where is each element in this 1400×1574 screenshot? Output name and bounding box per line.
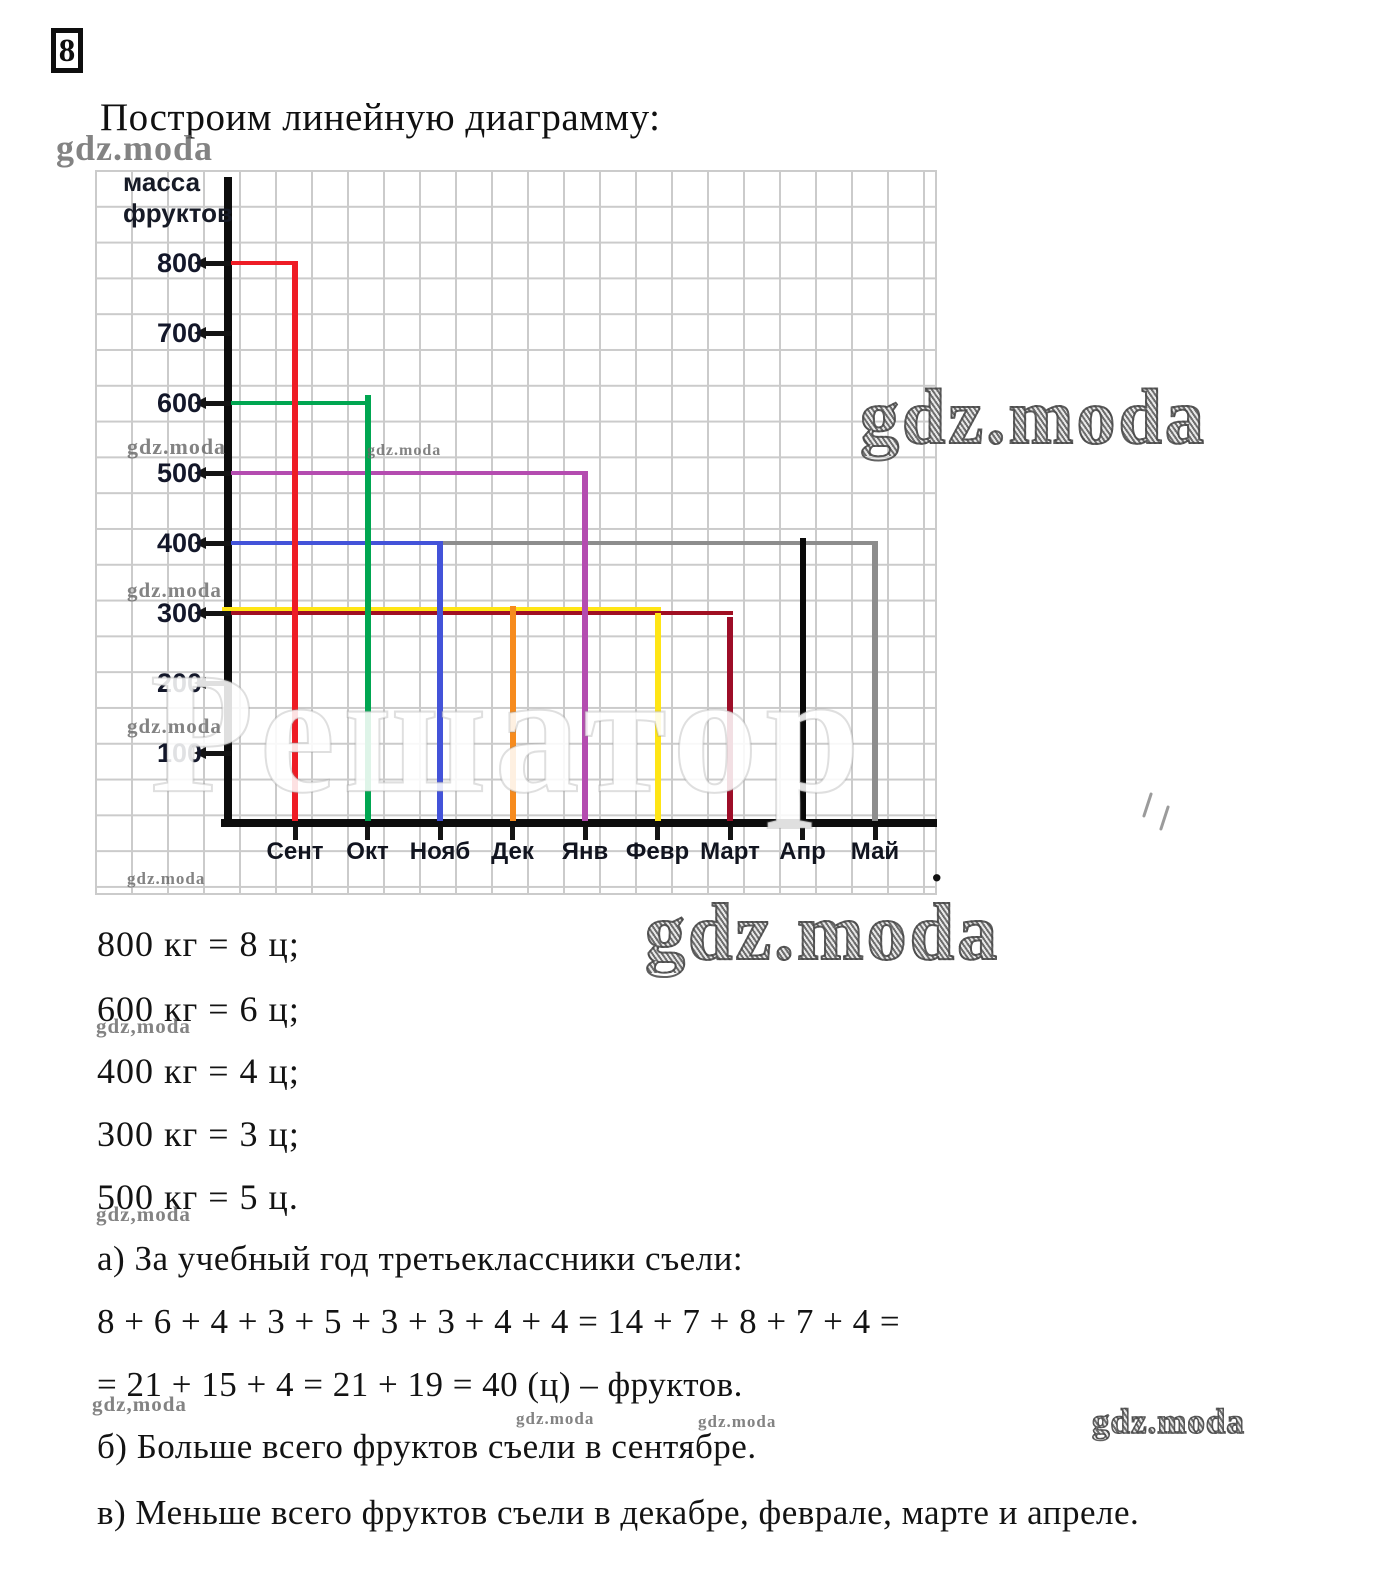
guide-line-400-Нояб [222, 541, 443, 545]
answer-a-intro: а) За учебный год третьеклассники съели: [97, 1239, 744, 1278]
watermark-gdz: gdz.moda [127, 434, 227, 459]
x-label-Февр: Февр [625, 838, 690, 865]
y-tick-arrow-600-icon [194, 396, 206, 409]
guide-line-300-Дек [222, 611, 516, 615]
y-tick-label-600: 600 [156, 388, 202, 418]
x-tick-Дек [510, 827, 515, 840]
y-tick-arrow-700-icon [194, 326, 206, 339]
equation-line: 600 кг = 6 ц; [97, 989, 300, 1029]
period-after-chart: . [931, 840, 943, 891]
watermark-gdz: gdz.moda [127, 869, 206, 888]
watermark-gdz: gdz.moda [127, 578, 222, 602]
y-tick-800 [205, 260, 231, 266]
y-tick-arrow-400-icon [194, 536, 206, 549]
watermark-gdz: gdz,moda [92, 1392, 187, 1416]
y-tick-arrow-800-icon [194, 256, 206, 269]
x-label-Дек: Дек [491, 838, 534, 865]
y-tick-label-800: 800 [156, 248, 202, 278]
watermark-gdz: gdz.moda [367, 442, 442, 459]
x-label-Март: Март [700, 838, 760, 865]
guide-line-500-Янв [222, 471, 588, 475]
watermark-gdz: gdz,moda [96, 1014, 191, 1038]
guide-line-800-Сент [222, 261, 298, 265]
equation-line: 400 кг = 4 ц; [97, 1051, 300, 1091]
watermark-gdz-large: gdz.moda [644, 889, 1001, 977]
watermark-gdz-large: gdz.moda [859, 373, 1207, 460]
answer-a-calc-1: 8 + 6 + 4 + 3 + 5 + 3 + 3 + 4 + 4 = 14 +… [97, 1302, 901, 1341]
y-tick-700 [205, 330, 231, 336]
x-label-Окт: Окт [346, 838, 389, 865]
x-label-Сент: Сент [266, 838, 324, 865]
watermark-gdz: gdz,moda [96, 1202, 191, 1226]
y-tick-400 [205, 540, 231, 546]
x-label-Май: Май [850, 838, 900, 865]
task-number: 8 [58, 33, 76, 69]
x-label-Апр: Апр [779, 838, 826, 865]
x-tick-Апр [800, 827, 805, 840]
answer-a-calc-2: = 21 + 15 + 4 = 21 + 19 = 40 (ц) – фрукт… [97, 1365, 743, 1404]
watermark-gdz: gdz.moda [56, 128, 214, 168]
guide-line-400-Май [443, 541, 878, 545]
y-axis-title: масса фруктов [123, 167, 234, 228]
x-tick-Окт [365, 827, 370, 840]
guide-line-300-Март [222, 611, 733, 615]
y-tick-label-700: 700 [156, 318, 202, 348]
equation-line: 500 кг = 5 ц. [97, 1177, 299, 1217]
x-tick-Май [872, 827, 878, 840]
task-number-box: 8 [51, 28, 83, 73]
y-tick-300 [205, 610, 231, 616]
y-tick-500 [205, 470, 231, 476]
equation-line: 300 кг = 3 ц; [97, 1114, 300, 1154]
x-tick-Февр [655, 827, 660, 840]
x-label-Нояб: Нояб [409, 838, 471, 865]
white-watermark: Решатор [149, 637, 868, 829]
x-tick-Янв [582, 827, 588, 840]
equation-line: 800 кг = 8 ц; [97, 924, 300, 964]
page-title: Построим линейную диаграмму: [100, 96, 661, 139]
x-tick-Март [727, 827, 733, 840]
watermark-gdz: gdz.moda [698, 1412, 777, 1431]
watermark-gdz: gdz.moda [516, 1409, 595, 1428]
y-tick-label-400: 400 [156, 528, 202, 558]
guide-line-600-Окт [222, 401, 371, 405]
y-tick-arrow-300-icon [194, 606, 206, 619]
x-label-Янв: Янв [561, 838, 609, 865]
watermark-gdz-medium: gdz.moda [1091, 1402, 1245, 1441]
y-tick-600 [205, 400, 231, 406]
y-tick-label-500: 500 [156, 458, 202, 488]
y-tick-arrow-500-icon [194, 466, 206, 479]
x-tick-Сент [292, 827, 298, 840]
answer-b: б) Больше всего фруктов съели в сентябре… [97, 1427, 757, 1466]
guide-line-300-Февр [222, 607, 661, 611]
x-tick-Нояб [437, 827, 443, 840]
answer-v: в) Меньше всего фруктов съели в декабре,… [97, 1493, 1140, 1532]
watermark-gdz: gdz.moda [127, 714, 222, 738]
